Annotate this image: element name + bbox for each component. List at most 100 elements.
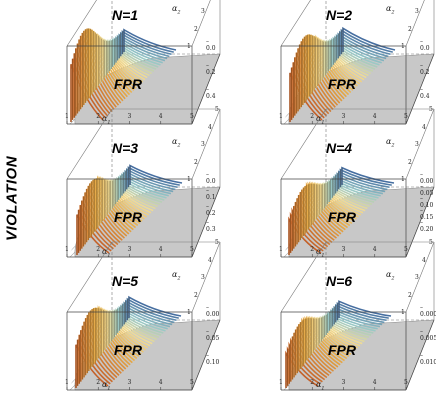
surface-chart-svg	[66, 241, 221, 391]
y-tick-label: 3	[415, 8, 419, 15]
z-tick-label: – 0.05	[420, 183, 434, 197]
surface-panel-2: 1 2 3 4 5 1 2 3 4 5 – 0.4 – 0.2 – 0.0 α1 α2 N=2 FPR	[236, 0, 435, 128]
surface-strand	[342, 26, 396, 52]
x-tick-label: 5	[404, 246, 408, 253]
x-axis-label: α1	[316, 380, 325, 392]
x-tick-label: 1	[65, 113, 69, 120]
z-tick-label: – 0.010	[420, 352, 436, 366]
z-tick-label: – 0.0	[206, 171, 216, 185]
y-tick-label: 2	[194, 158, 198, 166]
y-tick-label: 3	[415, 274, 419, 281]
z-tick-label: – 0.00	[420, 171, 434, 185]
surface-chart-svg	[280, 0, 435, 125]
y-tick-label: 4	[422, 123, 426, 131]
surface-strand	[340, 28, 393, 55]
violation-surface	[289, 26, 396, 122]
z-tick-label: – 0.20	[420, 219, 434, 233]
z-tick-label: – 0.1	[206, 187, 216, 201]
x-tick-label: 4	[158, 113, 163, 120]
z-tick-label: – 0.15	[420, 207, 434, 221]
y-tick-label: 5	[429, 106, 433, 113]
surface-panel-6: 1 2 3 4 5 1 2 3 4 5 – 0.010 – 0.005 – 0.000 α1 α2 N=6 FP…	[236, 239, 436, 394]
y-tick-label: 2	[194, 25, 198, 33]
z-tick-label: – 0.0	[420, 38, 430, 52]
z-tick-label: – 0.005	[420, 328, 436, 342]
z-tick-label: – 0.2	[420, 62, 430, 76]
surface-chart-svg	[280, 241, 435, 391]
x-tick-label: 3	[127, 246, 132, 253]
surface-chart-svg	[66, 108, 221, 258]
fpr-label: FPR	[114, 209, 142, 225]
x-tick-label: 5	[190, 246, 194, 253]
fpr-label: FPR	[328, 342, 356, 358]
z-tick-label: – 0.10	[420, 195, 434, 209]
x-tick-label: 4	[372, 246, 377, 253]
front-axes	[66, 178, 221, 258]
x-tick-label: 5	[404, 113, 408, 120]
z-tick-label: – 0.0	[206, 38, 216, 52]
panel-title: N=3	[112, 140, 139, 156]
y-tick-label: 2	[408, 25, 412, 33]
panel-title: N=5	[112, 273, 139, 289]
x-tick-label: 2	[310, 246, 315, 253]
z-tick-label: – 0.00	[206, 304, 220, 318]
y-axis-label: α2	[172, 270, 181, 282]
x-tick-label: 2	[96, 246, 101, 253]
y-tick-label: 1	[401, 309, 405, 316]
front-axes	[280, 311, 435, 391]
fpr-label: FPR	[328, 209, 356, 225]
y-tick-label: 4	[208, 256, 212, 264]
x-tick-label: 4	[372, 113, 377, 120]
y-tick-label: 3	[201, 141, 205, 148]
violation-surface	[75, 295, 182, 388]
x-tick-label: 2	[96, 113, 101, 120]
front-axes	[66, 311, 221, 391]
y-tick-label: 5	[215, 106, 219, 113]
violation-axis-title: VIOLATION	[3, 155, 21, 242]
x-axis-label: α1	[316, 114, 325, 126]
panel-title: N=1	[112, 7, 139, 23]
y-tick-label: 1	[187, 309, 191, 316]
x-tick-label: 3	[341, 379, 346, 386]
violation-surface	[285, 300, 392, 388]
front-axes	[66, 45, 221, 125]
z-tick-label: – 0.2	[206, 62, 216, 76]
x-tick-label: 1	[65, 379, 69, 386]
y-axis-label: α2	[172, 137, 181, 149]
front-axes	[280, 45, 435, 125]
x-tick-label: 5	[190, 113, 194, 120]
x-tick-label: 4	[158, 379, 163, 386]
y-tick-label: 2	[408, 158, 412, 166]
x-tick-label: 3	[341, 113, 346, 120]
fpr-label: FPR	[328, 76, 356, 92]
y-tick-label: 3	[201, 8, 205, 15]
z-tick-label: – 0.4	[206, 86, 216, 100]
y-tick-label: 5	[215, 239, 219, 246]
x-tick-label: 3	[341, 246, 346, 253]
z-tick-label: – 0.2	[206, 203, 216, 217]
x-tick-label: 2	[310, 379, 315, 386]
surface-chart-svg	[66, 0, 221, 125]
violation-surface	[288, 166, 395, 255]
y-tick-label: 2	[194, 291, 198, 299]
y-axis-label: α2	[386, 137, 395, 149]
x-tick-label: 4	[158, 246, 163, 253]
z-tick-label: – 0.000	[420, 304, 436, 318]
x-tick-label: 3	[127, 379, 132, 386]
y-tick-label: 5	[429, 239, 433, 246]
surface-panel-4: 1 2 3 4 5 1 2 3 4 5 – 0.20– 0.15– 0.10– 0.05– 0.00…	[236, 106, 435, 261]
y-tick-label: 1	[401, 176, 405, 183]
fpr-label: FPR	[114, 342, 142, 358]
y-tick-label: 4	[208, 123, 212, 131]
surface-chart-svg	[280, 108, 435, 258]
x-axis-label: α1	[316, 247, 325, 259]
y-tick-label: 1	[187, 176, 191, 183]
y-axis-label: α2	[386, 4, 395, 16]
x-tick-label: 1	[65, 246, 69, 253]
y-tick-label: 3	[201, 274, 205, 281]
violation-surface	[76, 164, 183, 255]
y-tick-label: 1	[401, 43, 405, 50]
y-axis-label: α2	[172, 4, 181, 16]
panel-title: N=6	[326, 273, 353, 289]
x-tick-label: 2	[96, 379, 101, 386]
